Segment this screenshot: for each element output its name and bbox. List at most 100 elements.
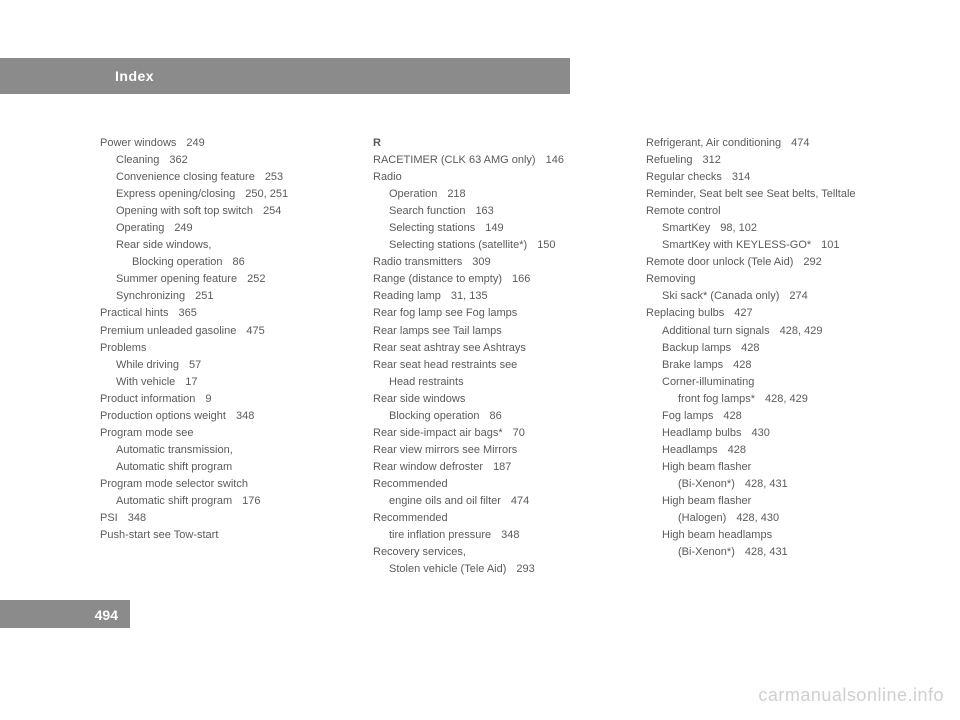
index-entry-page: 17	[185, 376, 197, 388]
index-entry-text: High beam headlamps	[662, 529, 772, 541]
header-title: Index	[115, 66, 154, 88]
index-entry-text: Rear seat head restraints see	[373, 359, 517, 371]
index-entry-page: 70	[513, 427, 525, 439]
index-entry-text: Automatic transmission,	[116, 444, 233, 456]
index-entry-text: Search function	[389, 205, 465, 217]
index-entry-page: 428, 431	[745, 478, 788, 490]
index-entry: Premium unleaded gasoline475	[100, 323, 335, 340]
page: Index Power windows249Cleaning362Conveni…	[0, 0, 960, 720]
index-entry: Headlamps428	[646, 442, 881, 459]
index-entry-text: engine oils and oil filter	[389, 495, 501, 507]
index-entry-text: Operating	[116, 222, 164, 234]
index-entry-text: Rear lamps see Tail lamps	[373, 325, 502, 337]
index-entry: Reading lamp31, 135	[373, 288, 608, 305]
index-entry-text: Operation	[389, 188, 437, 200]
index-entry-page: 474	[791, 137, 809, 149]
index-entry-page: 150	[537, 239, 555, 251]
index-entry-page: 187	[493, 461, 511, 473]
index-entry-text: Selecting stations (satellite*)	[389, 239, 527, 251]
index-entry: Regular checks314	[646, 169, 881, 186]
index-entry-text: High beam flasher	[662, 495, 751, 507]
index-entry: Removing	[646, 271, 881, 288]
index-entry-text: Recommended	[373, 512, 448, 524]
index-entry: Program mode see	[100, 425, 335, 442]
index-entry: Search function 163	[373, 203, 608, 220]
index-entry: RACETIMER (CLK 63 AMG only)146	[373, 152, 608, 169]
index-entry: (Halogen)428, 430	[646, 510, 881, 527]
index-entry-text: Push-start see Tow-start	[100, 529, 218, 541]
index-entry-page: 249	[186, 137, 204, 149]
index-entry: High beam headlamps	[646, 527, 881, 544]
index-entry-page: 365	[178, 307, 196, 319]
index-entry-text: Brake lamps	[662, 359, 723, 371]
index-entry: High beam flasher	[646, 493, 881, 510]
index-entry-page: 428	[723, 410, 741, 422]
index-entry-page: 362	[169, 154, 187, 166]
index-entry-page: 428, 429	[765, 393, 808, 405]
index-entry-text: SmartKey with KEYLESS-GO*	[662, 239, 811, 251]
index-entry-text: (Bi-Xenon*)	[678, 546, 735, 558]
index-column-3: Refrigerant, Air conditioning 474 Refuelin…	[646, 135, 881, 578]
index-entry-text: Program mode selector switch	[100, 478, 248, 490]
index-entry-text: Problems	[100, 342, 146, 354]
index-entry-text: Remote door unlock (Tele Aid)	[646, 256, 793, 268]
index-entry: Rear lamps see Tail lamps	[373, 323, 608, 340]
index-entry-page: 57	[189, 359, 201, 371]
index-entry-page: 249	[174, 222, 192, 234]
index-entry: Synchronizing251	[100, 288, 335, 305]
index-entry: R	[373, 135, 608, 152]
index-entry-text: PSI	[100, 512, 118, 524]
index-entry: PSI348	[100, 510, 335, 527]
index-entry-text: Selecting stations	[389, 222, 475, 234]
index-entry: Rear side-impact air bags*70	[373, 425, 608, 442]
index-entry-page: 253	[265, 171, 283, 183]
index-entry-text: Rear fog lamp see Fog lamps	[373, 307, 517, 319]
index-entry-page: 251	[195, 290, 213, 302]
index-entry-text: Express opening/closing	[116, 188, 235, 200]
index-entry: Express opening/closing250, 251	[100, 186, 335, 203]
index-entry-text: Range (distance to empty)	[373, 273, 502, 285]
index-entry: Automatic shift program176	[100, 493, 335, 510]
index-entry-text: Refrigerant, Air conditioning	[646, 137, 781, 149]
index-entry-page: 309	[472, 256, 490, 268]
index-entry-text: front fog lamps*	[678, 393, 755, 405]
index-entry-page: 31, 135	[451, 290, 488, 302]
index-entry: Refrigerant, Air conditioning 474	[646, 135, 881, 152]
index-entry-text: Additional turn signals	[662, 325, 770, 337]
index-entry-page: 428	[741, 342, 759, 354]
index-entry-text: Removing	[646, 273, 696, 285]
index-entry: Refueling 312	[646, 152, 881, 169]
index-entry: High beam flasher	[646, 459, 881, 476]
index-entry: Remote control	[646, 203, 881, 220]
index-entry-text: Radio transmitters	[373, 256, 462, 268]
index-entry: Rear fog lamp see Fog lamps	[373, 305, 608, 322]
index-entry-text: Rear side windows	[373, 393, 465, 405]
index-entry-text: Power windows	[100, 137, 176, 149]
index-entry-text: Rear seat ashtray see Ashtrays	[373, 342, 526, 354]
index-entry: Operating 249	[100, 220, 335, 237]
index-entry: front fog lamps* 428, 429	[646, 391, 881, 408]
index-entry: Reminder, Seat belt see Seat belts, Tell…	[646, 186, 881, 203]
index-entry-text: Head restraints	[389, 376, 464, 388]
index-entry-page: 163	[475, 205, 493, 217]
index-entry: Selecting stations (satellite*) 150	[373, 237, 608, 254]
index-entry: Summer opening feature252	[100, 271, 335, 288]
header-bar: Index	[0, 58, 570, 94]
index-entry-text: Program mode see	[100, 427, 194, 439]
watermark: carmanualsonline.info	[758, 682, 944, 710]
index-entry-page: 98, 102	[720, 222, 757, 234]
index-entry: Practical hints365	[100, 305, 335, 322]
index-entry: Cleaning362	[100, 152, 335, 169]
index-entry-page: 254	[263, 205, 281, 217]
index-entry-page: 428, 430	[736, 512, 779, 524]
index-entry: SmartKey with KEYLESS-GO*101	[646, 237, 881, 254]
index-entry-page: 430	[752, 427, 770, 439]
index-entry-text: Refueling	[646, 154, 692, 166]
page-number: 494	[95, 605, 118, 627]
index-entry-page: 312	[702, 154, 720, 166]
index-entry-page: 427	[734, 307, 752, 319]
index-columns: Power windows249Cleaning362Convenience c…	[100, 135, 881, 578]
index-entry-text: tire inflation pressure	[389, 529, 491, 541]
index-entry-text: Headlamp bulbs	[662, 427, 742, 439]
index-entry-page: 218	[447, 188, 465, 200]
